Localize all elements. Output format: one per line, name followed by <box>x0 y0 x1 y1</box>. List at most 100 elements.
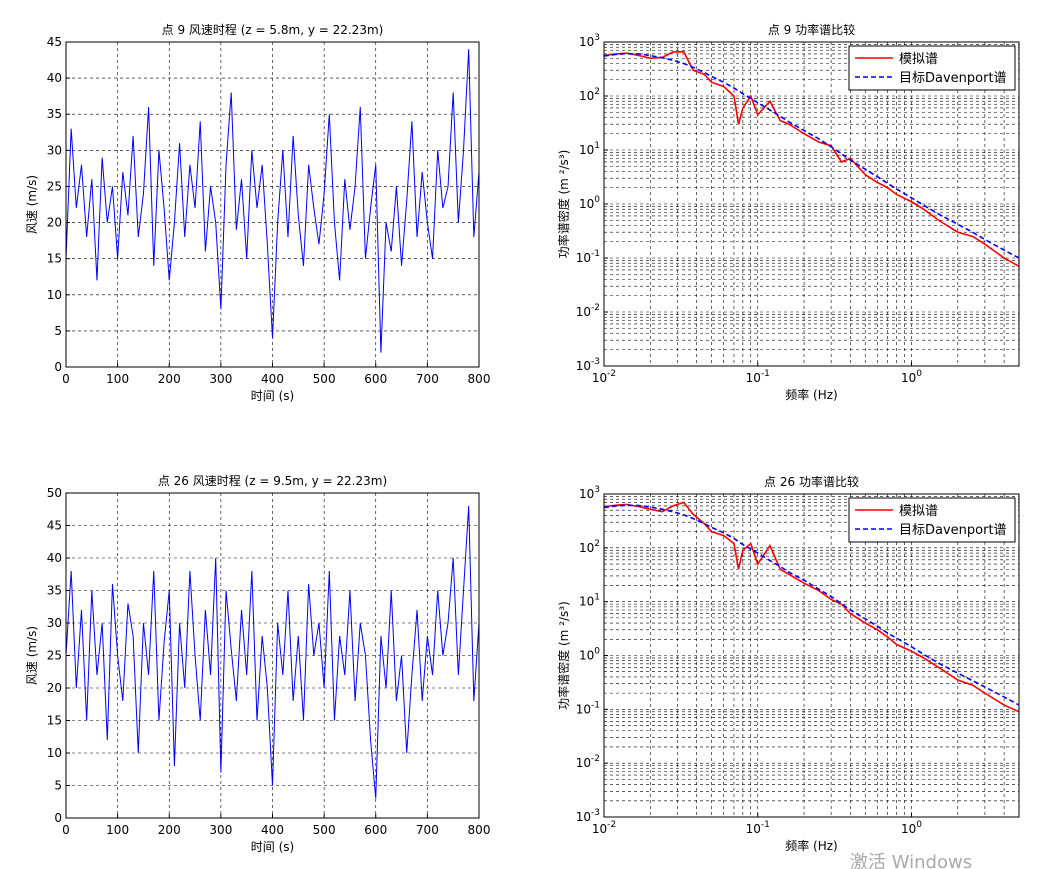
tick-base: 10 <box>579 197 594 211</box>
tick-exponent: 0 <box>916 369 922 379</box>
y-tick-label: 20 <box>47 681 62 695</box>
x-tick-label: 700 <box>416 372 439 386</box>
tick-base: 10 <box>579 487 594 501</box>
tick-base: 10 <box>576 756 591 770</box>
tick-exponent: 0 <box>594 647 600 657</box>
legend-label: 目标Davenport谱 <box>899 523 1007 538</box>
tick-exponent: -1 <box>761 369 770 379</box>
tick-exponent: -1 <box>591 249 600 259</box>
tick-base: 10 <box>901 822 916 836</box>
tick-base: 10 <box>592 822 607 836</box>
legend-label: 目标Davenport谱 <box>899 71 1007 86</box>
tick-exponent: 0 <box>594 195 600 205</box>
y-tick-label: 10-3 <box>576 357 600 373</box>
x-tick-label: 200 <box>158 372 181 386</box>
legend-label: 模拟谱 <box>899 504 938 519</box>
y-tick-label: 10-1 <box>576 700 600 716</box>
x-tick-label: 300 <box>209 372 232 386</box>
y-tick-label: 0 <box>54 360 62 374</box>
y-tick-label: 15 <box>47 252 62 266</box>
chart-title: 点 26 风速时程 (z = 9.5m, y = 22.23m) <box>158 473 387 488</box>
y-tick-label: 10-2 <box>576 303 600 319</box>
series-line <box>65 49 480 353</box>
tick-base: 10 <box>579 649 594 663</box>
tick-base: 10 <box>576 810 591 824</box>
y-tick-label: 25 <box>47 649 62 663</box>
y-axis-label: 风速 (m/s) <box>25 175 39 234</box>
x-tick-label: 300 <box>209 823 232 837</box>
tick-base: 10 <box>592 371 607 385</box>
series-line <box>603 501 1020 713</box>
tick-base: 10 <box>576 305 591 319</box>
tick-exponent: -2 <box>607 820 616 830</box>
tick-base: 10 <box>579 89 594 103</box>
y-tick-label: 30 <box>47 143 62 157</box>
tick-exponent: -2 <box>607 369 616 379</box>
y-tick-label: 101 <box>579 593 600 609</box>
x-axis-label: 时间 (s) <box>251 840 294 854</box>
y-tick-label: 103 <box>579 33 600 49</box>
tick-base: 10 <box>576 359 591 373</box>
x-tick-label: 10-1 <box>746 820 770 836</box>
y-tick-label: 100 <box>579 195 600 211</box>
tick-exponent: -2 <box>591 754 600 764</box>
tick-base: 10 <box>746 822 761 836</box>
chart-title: 点 9 风速时程 (z = 5.8m, y = 22.23m) <box>162 22 384 37</box>
tick-exponent: -1 <box>761 820 770 830</box>
series-line <box>65 505 480 799</box>
tick-base: 10 <box>576 702 591 716</box>
tick-base: 10 <box>579 595 594 609</box>
y-axis-label: 风速 (m/s) <box>25 626 39 685</box>
x-tick-label: 10-2 <box>592 369 616 385</box>
tick-exponent: 3 <box>594 33 600 43</box>
x-tick-label: 200 <box>158 823 181 837</box>
tick-exponent: -3 <box>591 808 600 818</box>
tick-exponent: 2 <box>594 539 600 549</box>
y-tick-label: 10-1 <box>576 249 600 265</box>
x-tick-label: 400 <box>261 823 284 837</box>
y-tick-label: 35 <box>47 584 62 598</box>
y-tick-label: 15 <box>47 714 62 728</box>
x-tick-label: 100 <box>106 372 129 386</box>
x-tick-label: 500 <box>313 372 336 386</box>
tick-exponent: -3 <box>591 357 600 367</box>
y-tick-label: 100 <box>579 647 600 663</box>
y-tick-label: 5 <box>54 324 62 338</box>
tick-exponent: -1 <box>591 700 600 710</box>
y-tick-label: 10-3 <box>576 808 600 824</box>
y-tick-label: 102 <box>579 539 600 555</box>
y-axis-label: 功率谱密度 (m ²/s³) <box>556 150 571 259</box>
plot-frame <box>65 492 480 819</box>
y-tick-label: 40 <box>47 71 62 85</box>
tick-base: 10 <box>579 143 594 157</box>
legend-label: 模拟谱 <box>899 52 938 67</box>
x-tick-label: 500 <box>313 823 336 837</box>
y-tick-label: 10-2 <box>576 754 600 770</box>
tick-base: 10 <box>579 541 594 555</box>
tick-exponent: 1 <box>594 593 600 603</box>
tick-base: 10 <box>576 251 591 265</box>
y-tick-label: 50 <box>47 486 62 500</box>
y-tick-label: 0 <box>54 811 62 825</box>
x-tick-label: 700 <box>416 823 439 837</box>
x-tick-label: 800 <box>468 823 491 837</box>
y-tick-label: 30 <box>47 616 62 630</box>
tick-exponent: -2 <box>591 303 600 313</box>
tick-exponent: 1 <box>594 141 600 151</box>
y-tick-label: 25 <box>47 179 62 193</box>
legend-box <box>848 497 1016 543</box>
chart-title: 点 26 功率谱比较 <box>764 474 859 489</box>
x-tick-label: 0 <box>62 372 70 386</box>
x-tick-label: 100 <box>901 369 922 385</box>
y-tick-label: 10 <box>47 288 62 302</box>
legend-box <box>848 45 1016 91</box>
series-line <box>603 50 1020 268</box>
y-tick-label: 102 <box>579 87 600 103</box>
x-tick-label: 400 <box>261 372 284 386</box>
x-axis-label: 时间 (s) <box>251 389 294 403</box>
tick-exponent: 3 <box>594 485 600 495</box>
x-tick-label: 10-1 <box>746 369 770 385</box>
y-axis-label: 功率谱密度 (m ²/s³) <box>556 601 571 710</box>
